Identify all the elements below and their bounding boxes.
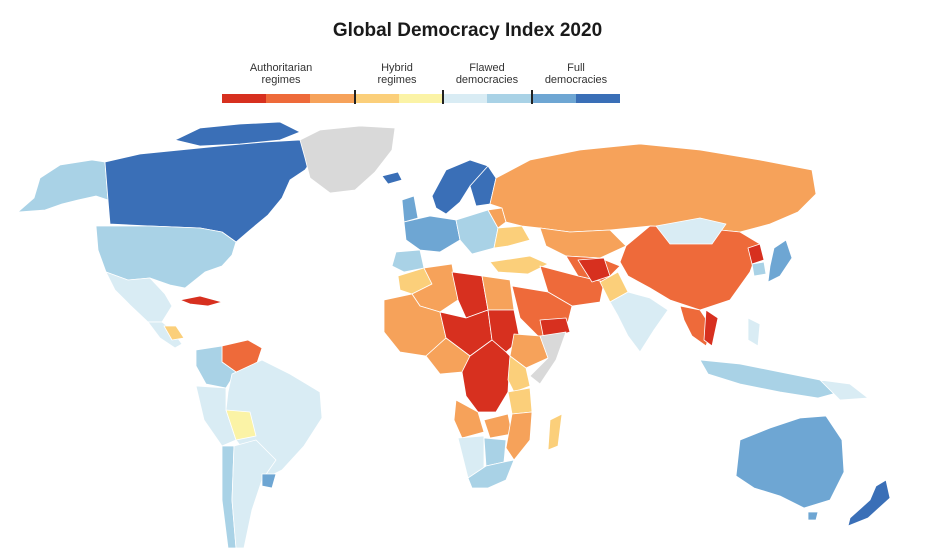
region-papua bbox=[819, 379, 869, 401]
region-somalia bbox=[529, 331, 567, 385]
region-ethiopia bbox=[509, 333, 549, 369]
region-philippines bbox=[747, 317, 761, 347]
region-iceland bbox=[381, 171, 403, 185]
legend-swatch bbox=[575, 94, 620, 103]
region-west-europe bbox=[403, 215, 461, 253]
region-madagascar bbox=[547, 413, 563, 451]
legend-swatch bbox=[354, 94, 399, 103]
region-central-america bbox=[147, 321, 183, 349]
legend-swatch bbox=[443, 94, 488, 103]
legend-swatch bbox=[266, 94, 311, 103]
region-vietnam bbox=[703, 309, 719, 347]
region-angola bbox=[453, 399, 485, 439]
region-russia bbox=[489, 143, 817, 233]
world-map bbox=[17, 121, 891, 549]
region-bolivia bbox=[225, 409, 257, 441]
legend-label-full: Full democracies bbox=[544, 62, 608, 86]
region-egypt bbox=[481, 275, 515, 311]
legend-swatch bbox=[398, 94, 444, 103]
region-north-korea bbox=[747, 243, 765, 265]
region-iberia bbox=[391, 249, 425, 273]
region-new-zealand bbox=[847, 479, 891, 527]
region-mozambique bbox=[505, 411, 533, 461]
legend-label-hybrid: Hybrid regimes bbox=[377, 62, 417, 86]
legend-color-scale bbox=[222, 94, 620, 103]
map-title: Global Democracy Index 2020 bbox=[332, 20, 603, 41]
region-south-korea bbox=[751, 261, 767, 277]
legend-label-flawed: Flawed democracies bbox=[455, 62, 519, 86]
legend-separator bbox=[531, 90, 533, 104]
legend-swatch bbox=[222, 94, 267, 103]
legend-separator bbox=[354, 90, 356, 104]
region-botswana bbox=[483, 437, 507, 467]
region-australia bbox=[735, 415, 845, 509]
region-nicaragua bbox=[163, 325, 185, 341]
region-zambia bbox=[483, 413, 513, 439]
region-mongolia bbox=[655, 217, 727, 245]
region-japan bbox=[767, 239, 793, 283]
region-uruguay bbox=[261, 473, 277, 489]
legend-separator bbox=[442, 90, 444, 104]
legend: Authoritarian regimes Hybrid regimes Flawe… bbox=[222, 62, 620, 104]
region-uk bbox=[401, 195, 419, 223]
region-alaska bbox=[17, 159, 109, 213]
region-kazakhstan bbox=[539, 227, 627, 259]
region-india bbox=[609, 291, 669, 353]
region-cuba bbox=[179, 295, 223, 307]
region-tanzania bbox=[507, 387, 533, 415]
legend-swatch bbox=[487, 94, 532, 103]
region-indonesia bbox=[699, 359, 841, 399]
region-tasmania bbox=[807, 511, 819, 521]
legend-label-authoritarian: Authoritarian regimes bbox=[249, 62, 313, 86]
region-argentina bbox=[231, 439, 277, 549]
region-mexico bbox=[105, 271, 173, 323]
legend-swatch bbox=[531, 94, 576, 103]
region-south-africa bbox=[467, 459, 515, 489]
region-ukraine bbox=[493, 225, 531, 249]
region-turkey bbox=[489, 255, 549, 275]
region-greenland bbox=[299, 125, 396, 194]
region-canada-arctic bbox=[174, 121, 301, 147]
legend-swatch bbox=[310, 94, 355, 103]
region-kenya bbox=[507, 355, 531, 393]
